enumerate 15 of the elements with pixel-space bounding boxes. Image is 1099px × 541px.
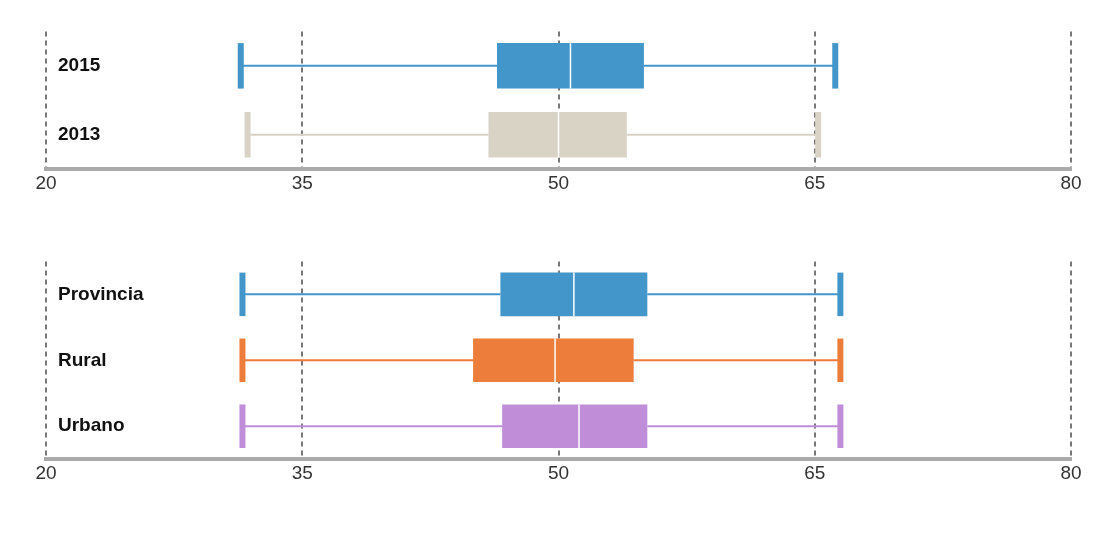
y-tick-label: 2015 xyxy=(58,54,101,76)
x-tick-label: 50 xyxy=(547,461,570,483)
x-tick-label: 65 xyxy=(804,461,826,483)
x-tick-label: 35 xyxy=(291,171,313,193)
y-tick-label: Rural xyxy=(58,348,107,370)
y-tick-label: 2013 xyxy=(58,122,101,144)
y-tick-label: Urbano xyxy=(58,414,125,436)
x-tick-label: 35 xyxy=(291,461,313,483)
x-tick-label: 50 xyxy=(547,171,570,193)
x-tick-label: 20 xyxy=(35,461,57,483)
x-tick-label: 65 xyxy=(804,171,826,193)
x-tick-label: 20 xyxy=(35,171,57,193)
y-tick-label: Provincia xyxy=(58,282,144,304)
x-tick-label: 80 xyxy=(1060,461,1082,483)
x-tick-label: 80 xyxy=(1060,171,1082,193)
